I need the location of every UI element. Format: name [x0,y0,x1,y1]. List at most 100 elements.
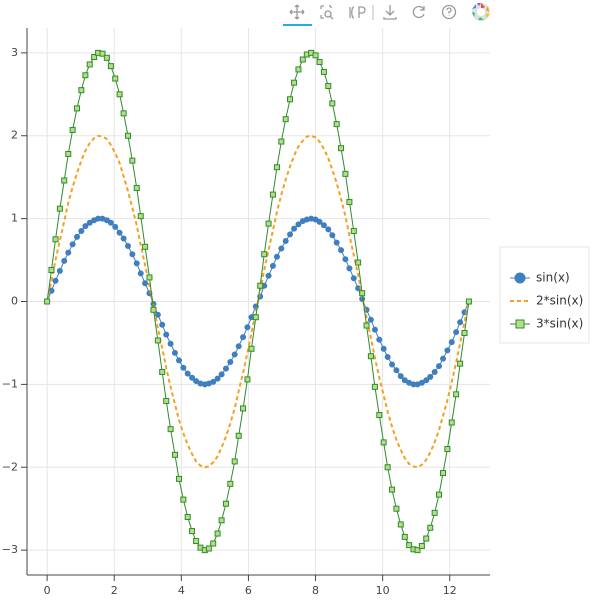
marker [350,228,357,235]
reset-tool[interactable] [412,5,425,19]
marker [291,79,298,86]
marker [401,533,408,540]
marker [78,87,85,94]
marker [99,50,106,57]
marker [150,306,157,313]
marker [129,157,136,164]
marker [227,480,234,487]
marker [278,138,285,145]
marker [154,311,161,318]
marker [82,223,89,230]
save-tool[interactable] [383,5,397,20]
marker [397,373,404,380]
marker [325,226,332,233]
marker [44,298,51,305]
marker [453,329,460,336]
marker [401,377,408,384]
y-tick-label: −3 [2,543,18,556]
marker [406,542,413,549]
marker [342,256,349,263]
marker [414,547,421,554]
marker [56,205,63,212]
marker [235,343,242,350]
series-line [46,52,470,551]
marker [137,270,144,277]
marker [367,353,374,360]
legend-label: sin(x) [536,271,570,285]
marker [184,370,191,377]
marker [235,432,242,439]
marker [240,334,247,341]
marker [86,61,93,68]
marker [214,530,221,537]
marker [52,277,59,284]
marker [282,116,289,123]
marker [265,220,272,227]
marker [163,331,170,338]
marker [312,52,319,59]
x-tick-label: 4 [178,584,185,597]
marker [423,377,430,384]
marker [316,218,323,225]
marker [69,241,76,248]
marker [384,354,391,361]
marker [240,405,247,412]
marker [175,357,182,364]
marker [69,126,76,133]
marker [273,253,280,260]
legend-label: 3*sin(x) [536,317,583,331]
marker [448,419,455,426]
box-zoom-tool[interactable] [320,5,334,20]
marker [218,371,225,378]
marker [393,505,400,512]
marker [515,319,525,329]
marker [325,83,332,90]
marker [287,231,294,238]
marker [299,56,306,63]
x-tick-label: 2 [111,584,118,597]
marker [231,458,238,465]
y-tick-label: −1 [2,377,18,390]
marker [65,150,72,157]
marker [329,100,336,107]
marker [171,349,178,356]
marker [376,336,383,343]
marker [107,219,114,226]
marker [193,538,200,545]
y-tick-label: −2 [2,460,18,473]
marker [440,355,447,362]
marker [436,491,443,498]
marker [329,232,336,239]
marker [142,243,149,250]
marker [167,426,174,433]
marker [112,223,119,230]
marker [184,513,191,520]
marker [333,121,340,128]
marker [56,267,63,274]
marker [457,360,464,367]
help-tool[interactable] [441,4,457,20]
marker [189,374,196,381]
marker [350,275,357,282]
marker [363,322,370,329]
marker [159,368,166,375]
marker [120,110,127,117]
marker [52,236,59,243]
marker [448,339,455,346]
marker [218,517,225,524]
marker [287,96,294,103]
marker [338,145,345,152]
pan-tool[interactable] [289,4,305,20]
marker [73,105,80,112]
x-tick-label: 8 [312,584,319,597]
bokeh-logo[interactable] [472,3,490,21]
y-tick-label: 3 [11,46,18,59]
marker [355,259,362,266]
marker [384,464,391,471]
marker [231,351,238,358]
marker [133,184,140,191]
marker [129,251,136,258]
marker [427,524,434,531]
wheel-zoom-tool[interactable] [349,6,366,19]
marker [514,272,526,284]
